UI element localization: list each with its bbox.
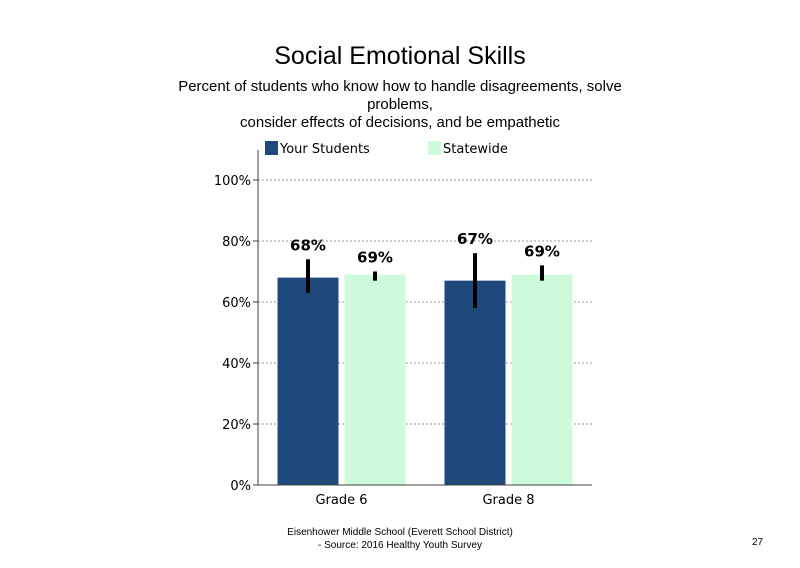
data-label: 68%	[290, 236, 326, 254]
x-tick-label: Grade 6	[315, 493, 367, 508]
footer-line-2: - Source: 2016 Healthy Youth Survey	[318, 540, 482, 551]
bar	[511, 274, 573, 485]
data-label: 67%	[457, 230, 493, 248]
footer-source: Eisenhower Middle School (Everett School…	[200, 526, 600, 552]
bar	[277, 277, 339, 485]
page-number: 27	[752, 537, 764, 548]
y-tick-label: 0%	[230, 479, 251, 494]
data-label: 69%	[524, 242, 560, 260]
legend-label: Your Students	[279, 142, 370, 157]
bar	[344, 274, 406, 485]
x-tick-label: Grade 8	[482, 493, 534, 508]
data-label: 69%	[357, 249, 393, 267]
y-tick-label: 100%	[214, 174, 251, 189]
legend-swatch	[265, 141, 278, 155]
footer-line-1: Eisenhower Middle School (Everett School…	[287, 527, 513, 538]
y-tick-label: 40%	[222, 357, 251, 372]
legend-swatch	[428, 141, 441, 155]
y-tick-label: 20%	[222, 418, 251, 433]
subtitle-line-1: Percent of students who know how to hand…	[178, 78, 622, 113]
chart-title: Social Emotional Skills	[274, 42, 526, 70]
y-tick-label: 80%	[222, 235, 251, 250]
bar	[444, 280, 506, 485]
legend-label: Statewide	[443, 142, 508, 157]
y-tick-label: 60%	[222, 296, 251, 311]
subtitle-line-2: consider effects of decisions, and be em…	[240, 114, 560, 131]
chart-subtitle: Percent of students who know how to hand…	[150, 78, 650, 132]
